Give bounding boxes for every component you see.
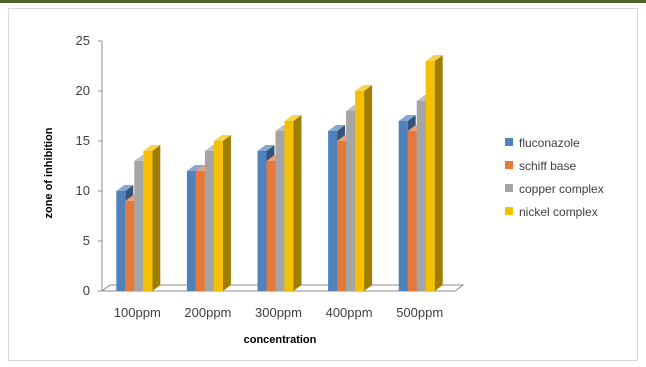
- bar-top: [398, 115, 416, 121]
- y-tick-label: 15: [76, 133, 90, 148]
- bar-front: [284, 121, 294, 291]
- y-tick-label: 25: [76, 33, 90, 48]
- y-tick-label: 10: [76, 183, 90, 198]
- x-axis-title: concentration: [244, 334, 317, 346]
- bar-side: [222, 135, 231, 291]
- bar-front: [125, 201, 135, 291]
- bar: [143, 145, 161, 291]
- bar-front: [134, 161, 144, 291]
- bar-side: [434, 55, 443, 291]
- legend-item: schiff base: [505, 159, 576, 173]
- legend-label: schiff base: [519, 159, 576, 173]
- y-tick-label: 0: [83, 283, 90, 298]
- bar-front: [266, 161, 276, 291]
- bar-side: [152, 145, 161, 291]
- bar-front: [257, 151, 267, 291]
- bar-front: [186, 171, 196, 291]
- legend-item: nickel complex: [505, 205, 598, 219]
- x-tick-labels: 100ppm 200ppm 300ppm 400ppm 500ppm: [114, 305, 443, 320]
- bars: [116, 55, 443, 291]
- x-tick-label: 200ppm: [184, 305, 231, 320]
- bar-front: [275, 131, 285, 291]
- bar-top: [116, 185, 134, 191]
- y-tick-label: 20: [76, 83, 90, 98]
- bar-top: [425, 55, 443, 61]
- bar-front: [355, 91, 365, 291]
- bar-front: [143, 151, 153, 291]
- legend-swatch: [505, 184, 513, 192]
- bar-front: [204, 151, 214, 291]
- bar-top: [143, 145, 161, 151]
- bar-front: [116, 191, 126, 291]
- bar: [425, 55, 443, 291]
- bar-front: [337, 141, 347, 291]
- bar-side: [293, 115, 302, 291]
- bar: [355, 85, 373, 291]
- legend-swatch: [505, 138, 513, 146]
- bar-front: [398, 121, 408, 291]
- x-tick-label: 500ppm: [396, 305, 443, 320]
- legend-label: nickel complex: [519, 205, 598, 219]
- legend: fluconazole schiff base copper complex nick…: [505, 136, 604, 219]
- chart-frame: [8, 8, 638, 361]
- y-tick-labels: 0 5 10 15 20 25: [76, 33, 90, 298]
- bar-front: [213, 141, 223, 291]
- bar-front: [195, 171, 205, 291]
- bar-top: [284, 115, 302, 121]
- legend-item: fluconazole: [505, 136, 580, 150]
- bar-front: [407, 131, 417, 291]
- bar-top: [186, 165, 204, 171]
- y-axis-title: zone of inhibition: [43, 127, 55, 218]
- legend-swatch: [505, 207, 513, 215]
- x-tick-label: 400ppm: [326, 305, 373, 320]
- x-tick-label: 100ppm: [114, 305, 161, 320]
- y-tick-label: 5: [83, 233, 90, 248]
- bar-top: [355, 85, 373, 91]
- legend-swatch: [505, 161, 513, 169]
- bar-front: [346, 111, 356, 291]
- bar-top: [257, 145, 275, 151]
- legend-item: copper complex: [505, 182, 604, 196]
- bar-front: [425, 61, 435, 291]
- bar: [284, 115, 302, 291]
- bar-top: [328, 125, 346, 131]
- bar-front: [416, 101, 426, 291]
- legend-label: copper complex: [519, 182, 604, 196]
- bar-top: [213, 135, 231, 141]
- x-tick-label: 300ppm: [255, 305, 302, 320]
- legend-label: fluconazole: [519, 136, 580, 150]
- top-border-line: [0, 0, 646, 3]
- bar: [213, 135, 231, 291]
- bar-side: [364, 85, 373, 291]
- bar-front: [328, 131, 338, 291]
